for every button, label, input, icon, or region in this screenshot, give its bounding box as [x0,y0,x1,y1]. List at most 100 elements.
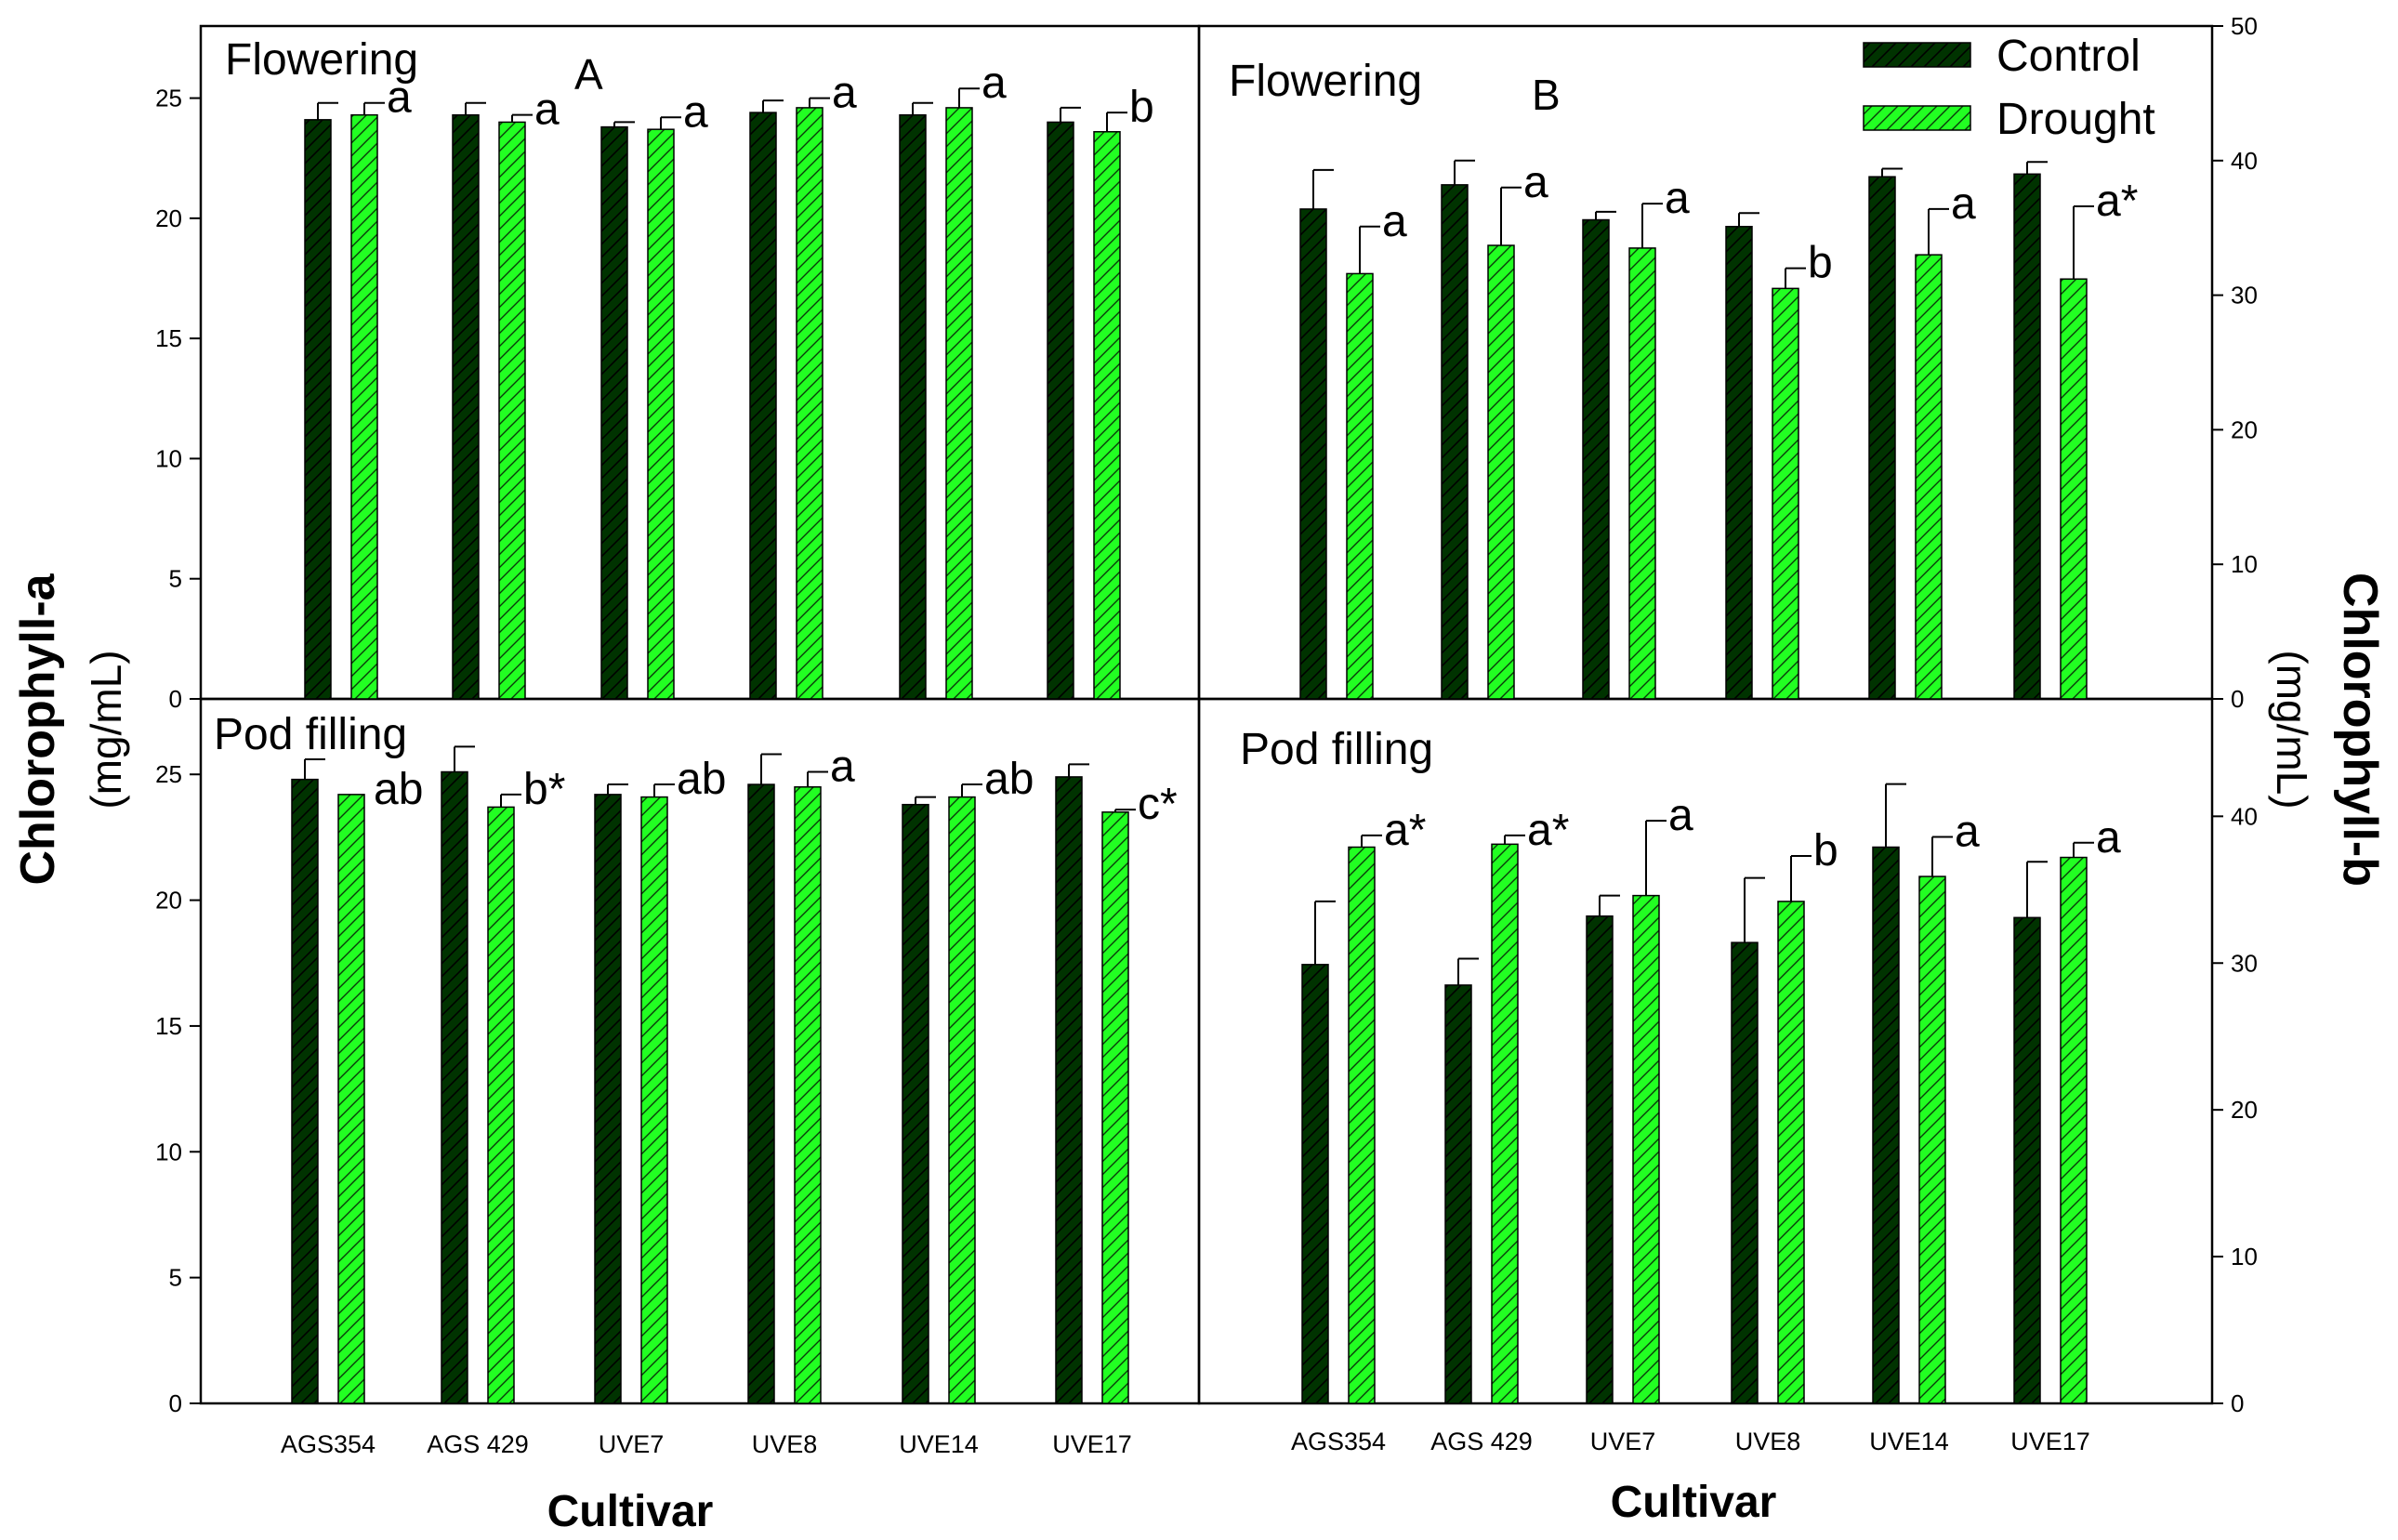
y-tick-label: 10 [155,444,182,472]
bar-control-uve8 [1725,226,1753,700]
bar-drought-uve17 [1101,811,1129,1404]
bar-drought-uve8 [1772,287,1799,700]
y-tick-label: 40 [2231,802,2258,830]
significance-label: a [832,69,857,118]
panel-b: 0 10 20 30 40 50 a a a b a a* [1299,12,2258,713]
bar-control-uve17 [1047,121,1074,700]
y-right-title: Chlorophyll-b [2333,573,2387,887]
panel-a-title: Flowering [225,35,418,85]
bar-drought-uve7 [1628,247,1656,700]
bar-drought-ags429 [498,121,526,700]
significance-label: a [534,86,560,135]
panel-b-title: Flowering [1229,57,1422,106]
bar-drought-ags429 [1487,244,1515,700]
bar-drought-uve14 [948,796,976,1404]
y-tick-label: 15 [155,324,182,352]
significance-label: a [1668,791,1693,840]
y-tick-label: 25 [155,760,182,788]
panel-d-title: Pod filling [1240,725,1433,774]
x-tick-label: AGS 429 [1430,1428,1533,1455]
significance-label: a [982,59,1007,108]
y-tick-label: 20 [2231,1096,2258,1124]
bar-drought-uve14 [1918,875,1946,1404]
x-tick-label: UVE8 [752,1430,818,1458]
x-tick-label: UVE17 [2010,1428,2090,1455]
bar-control-uve17 [1055,776,1083,1404]
bar-control-ags429 [452,113,480,700]
bar-control-ags354 [304,119,332,700]
x-tick-label: AGS 429 [427,1430,529,1458]
bar-drought-uve8 [796,107,823,700]
x-tick-label: UVE17 [1052,1430,1132,1458]
x-tick-label: UVE8 [1735,1428,1801,1455]
significance-label: a [1665,174,1690,223]
y-left-unit: (mg/mL) [82,650,130,809]
y-tick-label: 10 [2231,550,2258,578]
bar-drought-ags354 [1346,272,1374,700]
panel-c-title: Pod filling [214,710,407,759]
legend-swatch-control [1863,42,1971,68]
bar-control-ags429 [441,770,468,1404]
significance-label: ab [984,755,1034,804]
significance-label: a [1951,179,1976,229]
y-tick-label: 50 [2231,12,2258,40]
significance-label: a [1382,197,1407,246]
y-right-unit: (mg/mL) [2268,650,2316,809]
bar-drought-ags429 [487,806,515,1404]
significance-label: b [1813,826,1838,875]
legend-swatch-drought [1863,105,1971,131]
y-tick-label: 20 [155,887,182,915]
significance-label: a [830,743,855,792]
panel-a: 0 5 10 15 20 25 a a a a a b [155,59,1154,713]
y-tick-label: 0 [2231,685,2244,713]
x-label-right: Cultivar [1611,1478,1777,1527]
y-tick-label: 25 [155,85,182,112]
bar-control-ags354 [291,778,319,1404]
y-tick-label: 20 [2231,415,2258,443]
bar-drought-ags354 [350,113,378,700]
bar-drought-ags354 [1348,846,1376,1404]
panel-frames [199,24,2214,1405]
bar-control-uve7 [594,794,622,1404]
y-left-title: Chlorophyll-a [11,573,65,885]
bar-control-uve14 [899,113,927,700]
bar-control-ags429 [1444,984,1472,1404]
bar-control-uve14 [1872,846,1900,1404]
y-tick-label: 0 [2231,1389,2244,1417]
bar-control-uve17 [2013,916,2041,1404]
bar-drought-ags429 [1491,843,1519,1404]
bar-control-uve7 [1586,915,1614,1404]
y-tick-label: 30 [2231,282,2258,309]
bar-drought-uve17 [2060,856,2088,1404]
legend-label-control: Control [1996,32,2141,81]
bar-drought-uve7 [1632,894,1660,1404]
significance-label: a [2096,813,2121,862]
y-tick-label: 20 [155,204,182,232]
panel-b-letter: B [1532,71,1561,119]
bar-drought-uve8 [1777,901,1805,1404]
significance-label: c* [1138,780,1178,829]
significance-label: b [1129,83,1154,132]
significance-label: a [683,87,708,137]
y-tick-label: 15 [155,1012,182,1040]
significance-label: a* [1527,806,1569,855]
significance-label: a [387,73,412,123]
legend-label-drought: Drought [1996,95,2155,144]
x-tick-label: AGS354 [1291,1428,1386,1455]
panel-d: 0 10 20 30 40 a* AGS354 a* AGS 429 a UVE7 b UVE8 a UVE… [1291,783,2258,1455]
y-tick-label: 10 [155,1138,182,1165]
x-tick-label: UVE7 [599,1430,665,1458]
bar-drought-uve8 [794,786,822,1404]
bar-drought-uve14 [1915,254,1943,700]
bar-control-uve8 [747,783,775,1404]
significance-label: a [1955,807,1980,856]
significance-label: ab [374,765,423,814]
significance-label: ab [677,755,726,804]
y-tick-label: 30 [2231,949,2258,977]
significance-label: a [1523,158,1548,207]
legend: Control Drought [1863,32,2155,144]
panel-c: 0 5 10 15 20 25 ab AGS354 b* AGS 429 ab UVE7 a UVE8 ab… [155,743,1178,1458]
bar-drought-uve17 [2060,278,2088,700]
y-tick-label: 0 [169,685,182,713]
y-tick-label: 40 [2231,147,2258,175]
